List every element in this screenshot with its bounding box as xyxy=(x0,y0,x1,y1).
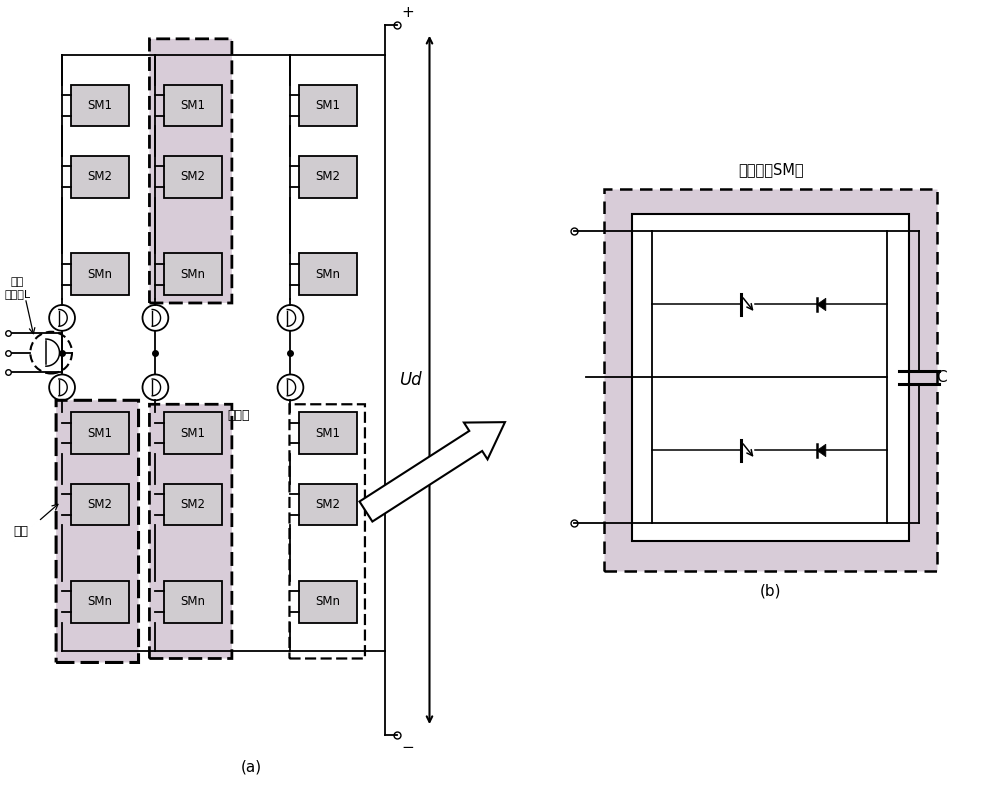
Text: 换流
电抗器L: 换流 电抗器L xyxy=(4,277,30,299)
FancyBboxPatch shape xyxy=(149,39,232,303)
Text: SM2: SM2 xyxy=(316,498,341,511)
FancyBboxPatch shape xyxy=(71,483,129,525)
FancyBboxPatch shape xyxy=(299,85,357,127)
Text: SMn: SMn xyxy=(181,595,206,608)
FancyBboxPatch shape xyxy=(164,483,222,525)
Text: SM2: SM2 xyxy=(316,171,341,183)
FancyBboxPatch shape xyxy=(299,156,357,198)
Text: 桥蟆: 桥蟆 xyxy=(14,525,29,538)
FancyBboxPatch shape xyxy=(164,581,222,623)
FancyBboxPatch shape xyxy=(299,483,357,525)
Text: SM1: SM1 xyxy=(87,99,112,112)
FancyBboxPatch shape xyxy=(299,581,357,623)
Text: SM1: SM1 xyxy=(316,99,341,112)
FancyBboxPatch shape xyxy=(71,253,129,295)
Text: 子模块（SM）: 子模块（SM） xyxy=(738,162,803,177)
Text: 相单元: 相单元 xyxy=(227,409,249,422)
FancyBboxPatch shape xyxy=(164,156,222,198)
Polygon shape xyxy=(817,444,826,457)
Text: SM1: SM1 xyxy=(316,427,341,439)
Text: Ud: Ud xyxy=(399,371,422,389)
Text: SMn: SMn xyxy=(316,268,341,281)
Text: (a): (a) xyxy=(241,759,262,774)
Text: −: − xyxy=(402,740,414,755)
Text: +: + xyxy=(402,5,414,20)
Text: SM1: SM1 xyxy=(87,427,112,439)
FancyBboxPatch shape xyxy=(71,156,129,198)
Text: SMn: SMn xyxy=(316,595,341,608)
Text: C: C xyxy=(936,370,947,385)
FancyBboxPatch shape xyxy=(149,404,232,659)
Polygon shape xyxy=(359,422,505,522)
Text: (b): (b) xyxy=(760,583,781,598)
FancyBboxPatch shape xyxy=(71,581,129,623)
Text: SM1: SM1 xyxy=(181,99,206,112)
FancyBboxPatch shape xyxy=(164,253,222,295)
Text: SM2: SM2 xyxy=(87,171,112,183)
FancyBboxPatch shape xyxy=(164,412,222,454)
Text: SM2: SM2 xyxy=(181,498,206,511)
Polygon shape xyxy=(817,298,826,310)
Text: SM1: SM1 xyxy=(181,427,206,439)
FancyBboxPatch shape xyxy=(71,412,129,454)
Text: SMn: SMn xyxy=(87,268,112,281)
FancyBboxPatch shape xyxy=(71,85,129,127)
Text: SM2: SM2 xyxy=(87,498,112,511)
FancyBboxPatch shape xyxy=(299,412,357,454)
Bar xyxy=(632,214,909,542)
Text: SM2: SM2 xyxy=(181,171,206,183)
FancyBboxPatch shape xyxy=(164,85,222,127)
FancyBboxPatch shape xyxy=(299,253,357,295)
Text: SMn: SMn xyxy=(181,268,206,281)
Text: SMn: SMn xyxy=(87,595,112,608)
FancyBboxPatch shape xyxy=(56,400,139,663)
FancyBboxPatch shape xyxy=(604,189,937,571)
